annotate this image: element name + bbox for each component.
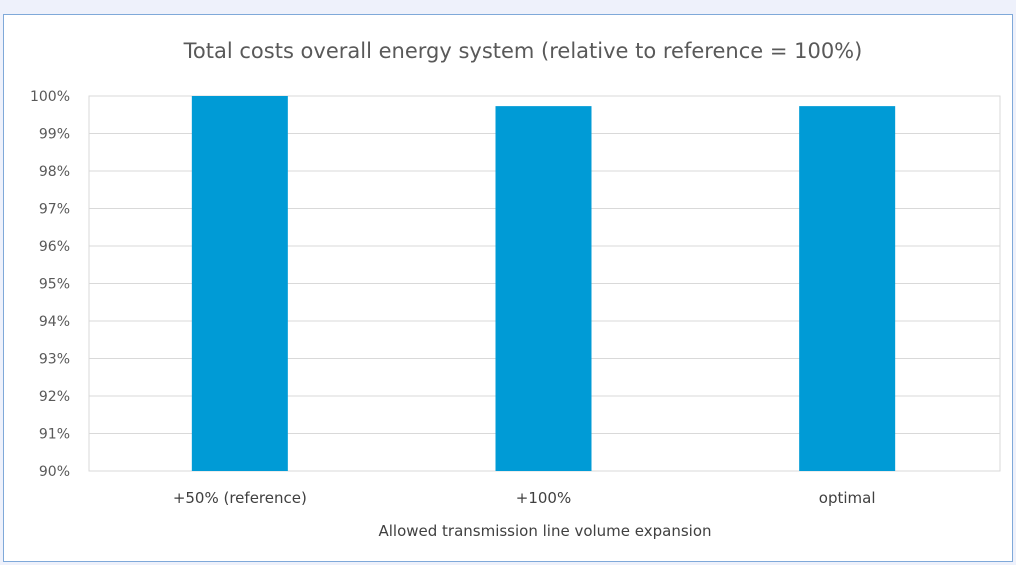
y-tick-label: 97% (39, 202, 70, 218)
x-category-label: +50% (reference) (173, 489, 307, 507)
y-tick-label: 96% (39, 239, 70, 255)
y-tick-label: 91% (39, 427, 70, 443)
y-tick-label: 100% (30, 89, 70, 105)
x-category-label: optimal (819, 489, 876, 507)
x-axis-label: Allowed transmission line volume expansi… (378, 522, 711, 540)
y-tick-label: 98% (39, 164, 70, 180)
y-tick-label: 90% (39, 464, 70, 480)
y-tick-label: 92% (39, 389, 70, 405)
y-axis-ticks: 90% 91% 92% 93% 94% 95% 96% 97% 98% 99% 100% (30, 89, 70, 480)
x-axis-categories: +50% (reference) +100% optimal (173, 489, 876, 507)
y-tick-label: 93% (39, 352, 70, 368)
y-tick-label: 94% (39, 314, 70, 330)
bar (799, 106, 896, 471)
bar (191, 96, 288, 471)
bars (191, 96, 896, 471)
y-tick-label: 99% (39, 127, 70, 143)
chart-title: Total costs overall energy system (relat… (183, 39, 863, 63)
x-category-label: +100% (516, 489, 571, 507)
y-tick-label: 95% (39, 277, 70, 293)
bar (495, 106, 592, 471)
